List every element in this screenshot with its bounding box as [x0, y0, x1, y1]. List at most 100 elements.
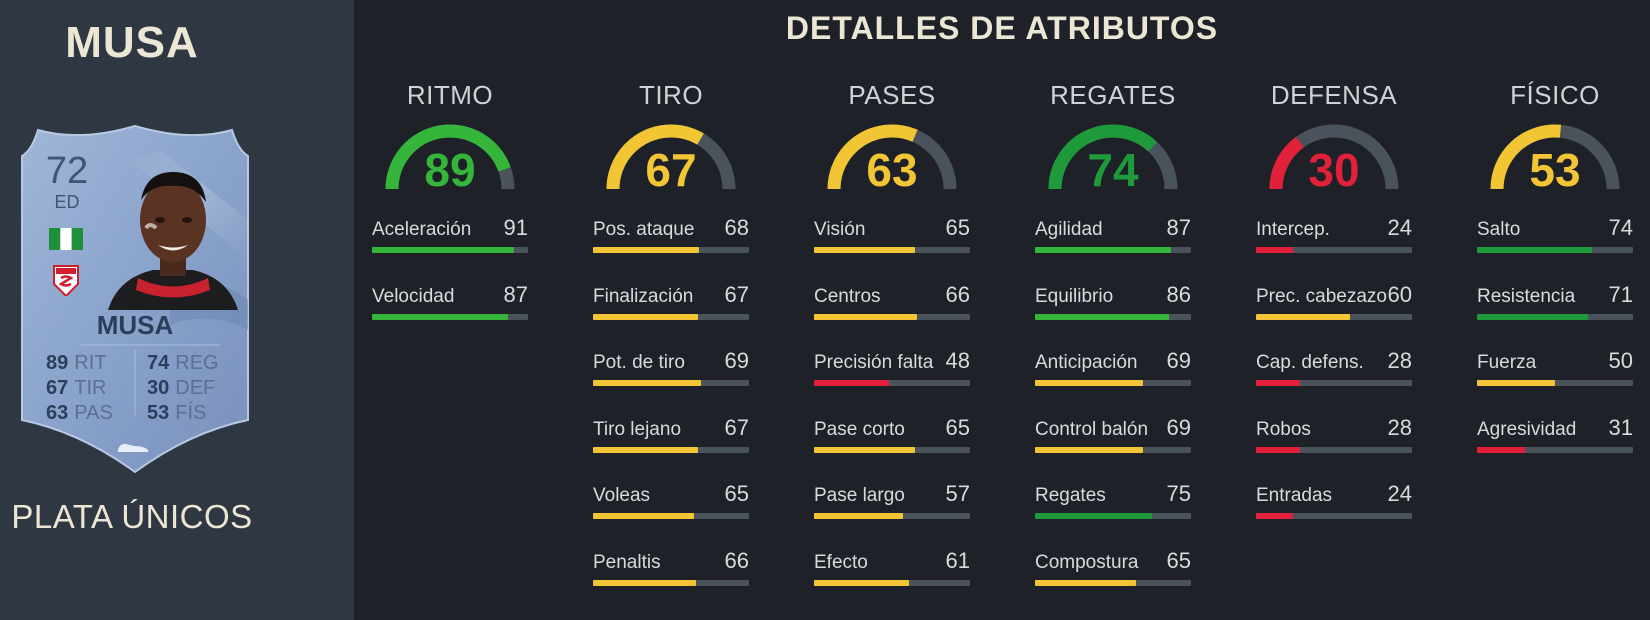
attribute-bar	[1035, 513, 1191, 519]
player-card[interactable]: 72 ED MUSA 89 RIT 74 REG 67 TIR	[20, 120, 250, 475]
attribute-bar-fill	[593, 247, 700, 253]
attribute-row: Pase corto 65	[814, 415, 970, 482]
attribute-label: Efecto	[814, 551, 868, 573]
attribute-bar-fill	[1477, 313, 1588, 320]
category-2: PASES 63 Visión 65 Centros 66 Precisión falta 4…	[814, 80, 970, 614]
category-5: FÍSICO 53 Salto 74 Resistencia 71 Fuerza 50 Agre…	[1477, 80, 1633, 481]
player-photo	[108, 172, 238, 310]
attribute-value: 66	[945, 281, 970, 307]
card-stat: 30 DEF	[147, 377, 216, 399]
attribute-row: Control balón 69	[1035, 415, 1191, 482]
category-value: 30	[1308, 144, 1360, 196]
attribute-value: 69	[1166, 348, 1191, 373]
attribute-value: 69	[724, 348, 749, 373]
attribute-row: Salto 74	[1477, 215, 1633, 282]
card-player-name: MUSA	[96, 310, 174, 340]
attribute-bar	[814, 513, 970, 519]
attribute-value: 69	[1166, 414, 1191, 440]
card-stat: 67 TIR	[46, 377, 107, 399]
attribute-label: Salto	[1477, 219, 1521, 240]
attribute-value: 67	[724, 281, 749, 307]
attribute-row: Agilidad 87	[1035, 215, 1191, 282]
attribute-value: 57	[945, 481, 970, 506]
gauge-fill	[1048, 124, 1158, 190]
attribute-bar-fill	[1035, 313, 1170, 320]
attribute-bar-fill	[814, 247, 916, 253]
attribute-bar	[1256, 513, 1412, 519]
attribute-bar-fill	[372, 247, 514, 253]
gauge-fill	[1269, 136, 1304, 190]
section-title: DETALLES DE ATRIBUTOS	[785, 10, 1219, 46]
attribute-row: Penaltis 66	[593, 548, 749, 615]
attribute-bar	[814, 313, 970, 320]
attribute-value: 48	[945, 348, 970, 373]
attribute-bar	[814, 579, 970, 586]
attribute-row: Finalización 67	[593, 282, 749, 349]
attribute-label: Pase corto	[814, 418, 905, 440]
category-value: 89	[424, 144, 476, 196]
attribute-bar-fill	[1035, 247, 1171, 253]
attribute-label: Voleas	[593, 485, 651, 506]
attribute-bar-fill	[1035, 380, 1143, 386]
attribute-bar-fill	[1256, 446, 1300, 453]
attribute-value: 60	[1387, 281, 1412, 307]
attribute-bar	[1035, 313, 1191, 320]
attribute-bar	[372, 313, 528, 320]
category-value: 63	[866, 144, 918, 196]
attribute-bar-fill	[1035, 513, 1152, 519]
attribute-value: 28	[1387, 348, 1412, 373]
category-name: PASES	[848, 80, 936, 110]
attribute-label: Robos	[1256, 418, 1311, 440]
attribute-bar-fill	[1477, 247, 1593, 253]
attribute-label: Precisión falta	[814, 352, 934, 373]
attribute-bar-fill	[814, 313, 917, 320]
category-gauge: 89	[385, 121, 515, 196]
attribute-row: Aceleración 91	[372, 215, 528, 282]
attribute-bar	[1256, 247, 1412, 253]
gauge-fill	[385, 124, 511, 190]
attribute-value: 71	[1608, 281, 1633, 307]
attribute-row: Tiro lejano 67	[593, 415, 749, 482]
attribute-row: Entradas 24	[1256, 481, 1412, 548]
attribute-value: 66	[724, 547, 749, 573]
attribute-bar	[593, 247, 749, 253]
attribute-value: 24	[1387, 215, 1412, 240]
attribute-value: 86	[1166, 281, 1191, 307]
attribute-bar-fill	[814, 380, 889, 386]
attribute-bar-fill	[593, 380, 701, 386]
attribute-label: Penaltis	[593, 551, 661, 573]
attribute-label: Velocidad	[372, 285, 455, 307]
attribute-row: Pase largo 57	[814, 481, 970, 548]
category-name: DEFENSA	[1270, 80, 1398, 110]
attribute-label: Intercep.	[1256, 219, 1330, 240]
attribute-row: Velocidad 87	[372, 282, 528, 349]
attribute-bar	[593, 313, 749, 320]
attribute-row: Regates 75	[1035, 481, 1191, 548]
attribute-row: Fuerza 50	[1477, 348, 1633, 415]
attribute-bar-fill	[593, 313, 698, 320]
category-gauge: 30	[1269, 121, 1399, 196]
attribute-bar	[372, 247, 528, 253]
category-gauge: 53	[1490, 121, 1620, 196]
attribute-bar	[593, 446, 749, 453]
attribute-bar-fill	[593, 579, 696, 586]
card-stats: 89 RIT 74 REG 67 TIR 30 DEF 63 PAS 53 FÍS	[46, 352, 236, 425]
attribute-bar	[1035, 247, 1191, 253]
attribute-bar	[814, 247, 970, 253]
attribute-label: Agilidad	[1035, 219, 1103, 240]
attribute-label: Cap. defens.	[1256, 352, 1364, 373]
attribute-row: Prec. cabezazo 60	[1256, 282, 1412, 349]
card-stat: 74 REG	[147, 352, 219, 374]
gauge-fill	[606, 124, 704, 190]
category-value: 67	[645, 144, 697, 196]
card-type-label: PLATA ÚNICOS	[11, 498, 253, 535]
attribute-value: 87	[503, 281, 528, 307]
attribute-bar	[1256, 313, 1412, 320]
attribute-value: 61	[945, 547, 970, 573]
category-0: RITMO 89 Aceleración 91 Velocidad 87	[372, 80, 528, 348]
attribute-bar	[593, 380, 749, 386]
attribute-value: 50	[1608, 348, 1633, 373]
attribute-bar	[1256, 380, 1412, 386]
attribute-value: 24	[1387, 481, 1412, 506]
attribute-bar-fill	[372, 313, 508, 320]
